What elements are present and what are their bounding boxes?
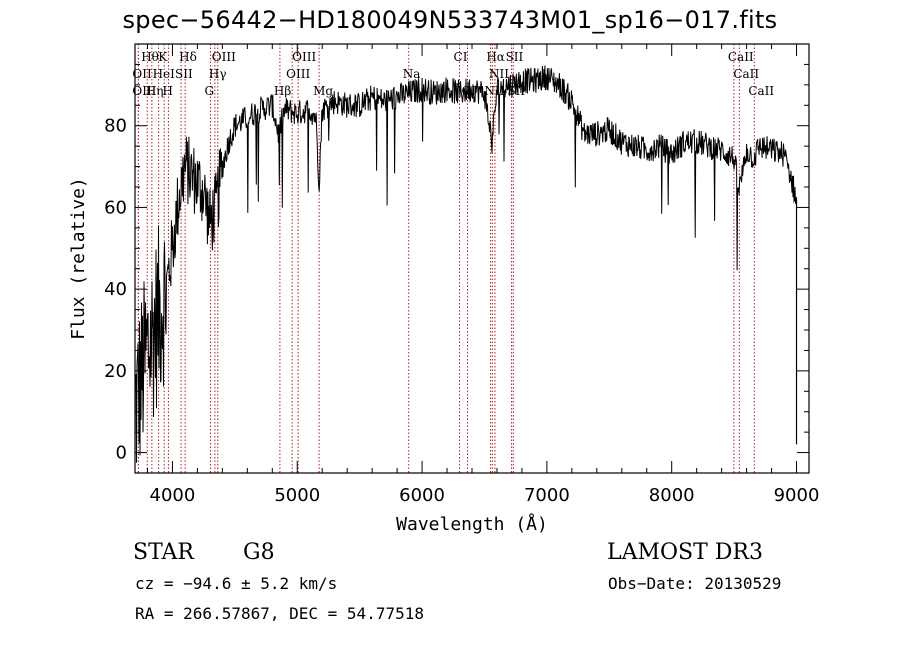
- y-tick-label: 80: [104, 116, 127, 137]
- object-subclass: G8: [243, 540, 275, 565]
- x-tick-label: 9000: [774, 485, 820, 506]
- line-label: CaII: [748, 84, 774, 98]
- y-tick-label: 0: [116, 443, 127, 464]
- spectrum-series: [134, 65, 798, 463]
- line-label: Hβ: [274, 84, 291, 98]
- line-label: Hη: [146, 84, 164, 98]
- line-label: OIII: [212, 50, 236, 64]
- line-label: SII: [506, 50, 524, 64]
- coordinates-readout: RA = 266.57867, DEC = 54.77518: [135, 604, 424, 623]
- line-label: NII: [489, 67, 509, 81]
- spectrum-line: [134, 65, 797, 463]
- x-tick-label: 8000: [649, 485, 695, 506]
- x-tick-label: 7000: [524, 485, 570, 506]
- plot-frame: [134, 43, 810, 474]
- line-label: Na: [403, 67, 421, 81]
- object-class: STAR: [133, 540, 194, 565]
- line-label: Hγ: [209, 67, 227, 81]
- y-axis-label: Flux (relative): [68, 177, 89, 340]
- spectral-lines: [137, 44, 755, 473]
- line-label: CaII: [728, 50, 754, 64]
- line-label: SII: [175, 67, 193, 81]
- x-axis-label: Wavelength (Å): [396, 513, 548, 535]
- line-label: H: [162, 84, 172, 98]
- line-label: OII: [132, 67, 152, 81]
- chart-title: spec−56442−HD180049N533743M01_sp16−017.f…: [122, 6, 778, 34]
- y-tick-label: 20: [104, 361, 127, 382]
- line-label: OIII: [286, 67, 310, 81]
- line-label: Mg: [313, 84, 333, 98]
- x-tick-label: 6000: [399, 485, 445, 506]
- line-label: HeI: [153, 67, 176, 81]
- line-label: Hδ: [179, 50, 197, 64]
- survey-name: LAMOST DR3: [607, 540, 763, 565]
- line-label: Hα: [486, 50, 505, 64]
- line-label: NII: [484, 84, 504, 98]
- line-label: OIII: [132, 84, 156, 98]
- line-label: CI: [454, 50, 468, 64]
- line-label: CaII: [733, 67, 759, 81]
- line-label: K: [158, 50, 168, 64]
- y-tick-label: 40: [104, 279, 127, 300]
- y-tick-label: 60: [104, 197, 127, 218]
- line-label: OI: [462, 84, 477, 98]
- x-tick-label: 5000: [274, 485, 320, 506]
- line-label: OIII: [292, 50, 316, 64]
- redshift-readout: cz = −94.6 ± 5.2 km/s: [135, 574, 338, 593]
- line-label: G: [205, 84, 215, 98]
- line-label: Hθ: [141, 50, 159, 64]
- line-label: SII: [507, 84, 525, 98]
- observation-date: Obs−Date: 20130529: [608, 574, 782, 593]
- x-tick-label: 4000: [150, 485, 196, 506]
- axes: 4000 5000 6000 7000 8000 9000 0 20 40 60 80 Wavelen…: [68, 43, 820, 535]
